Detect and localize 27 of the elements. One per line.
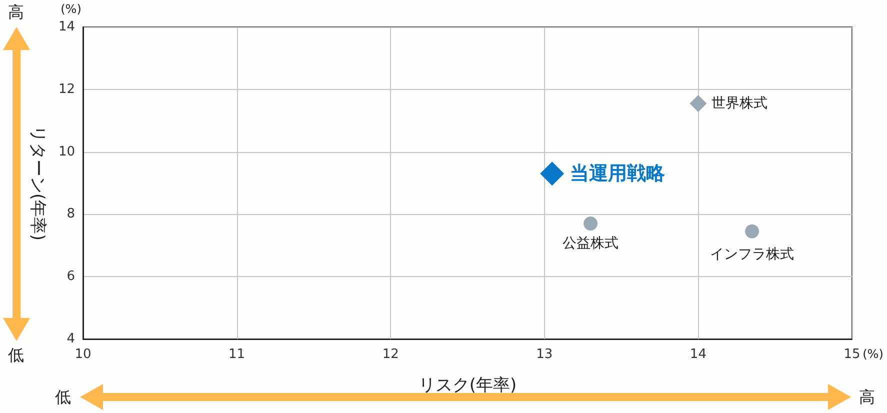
y-tick-label: 4 [66,332,75,346]
series-label: 世界株式 [712,95,768,112]
y-axis-title: リターン(年率) [28,125,48,241]
x-tick-label: 13 [536,347,553,362]
point [584,216,598,231]
point [690,94,707,112]
y-tick-label: 12 [58,82,75,97]
text: (%) [862,347,884,361]
series-label: 当運用戦略 [570,162,666,185]
y-tick-label: 8 [66,206,75,222]
point [540,162,564,186]
series-label: 公益株式 [562,236,619,252]
point [745,224,760,238]
x-axis-title: リスク(年率) [418,376,517,396]
y-tick-label: 6 [66,269,75,284]
y-tick-label: 14 [58,20,75,34]
text: 低 [8,346,24,364]
x-tick-label: 11 [228,347,246,362]
text: 高 [8,2,24,22]
x-tick-label: 14 [690,347,706,362]
text: 高 [859,388,875,406]
text: 低 [55,388,71,406]
y-tick-label: 10 [58,144,75,160]
x-tick-label: 15 [844,347,860,362]
text: (%) [60,2,82,16]
x-tick-label: 12 [382,347,399,362]
series-label: インフラ株式 [710,246,794,262]
